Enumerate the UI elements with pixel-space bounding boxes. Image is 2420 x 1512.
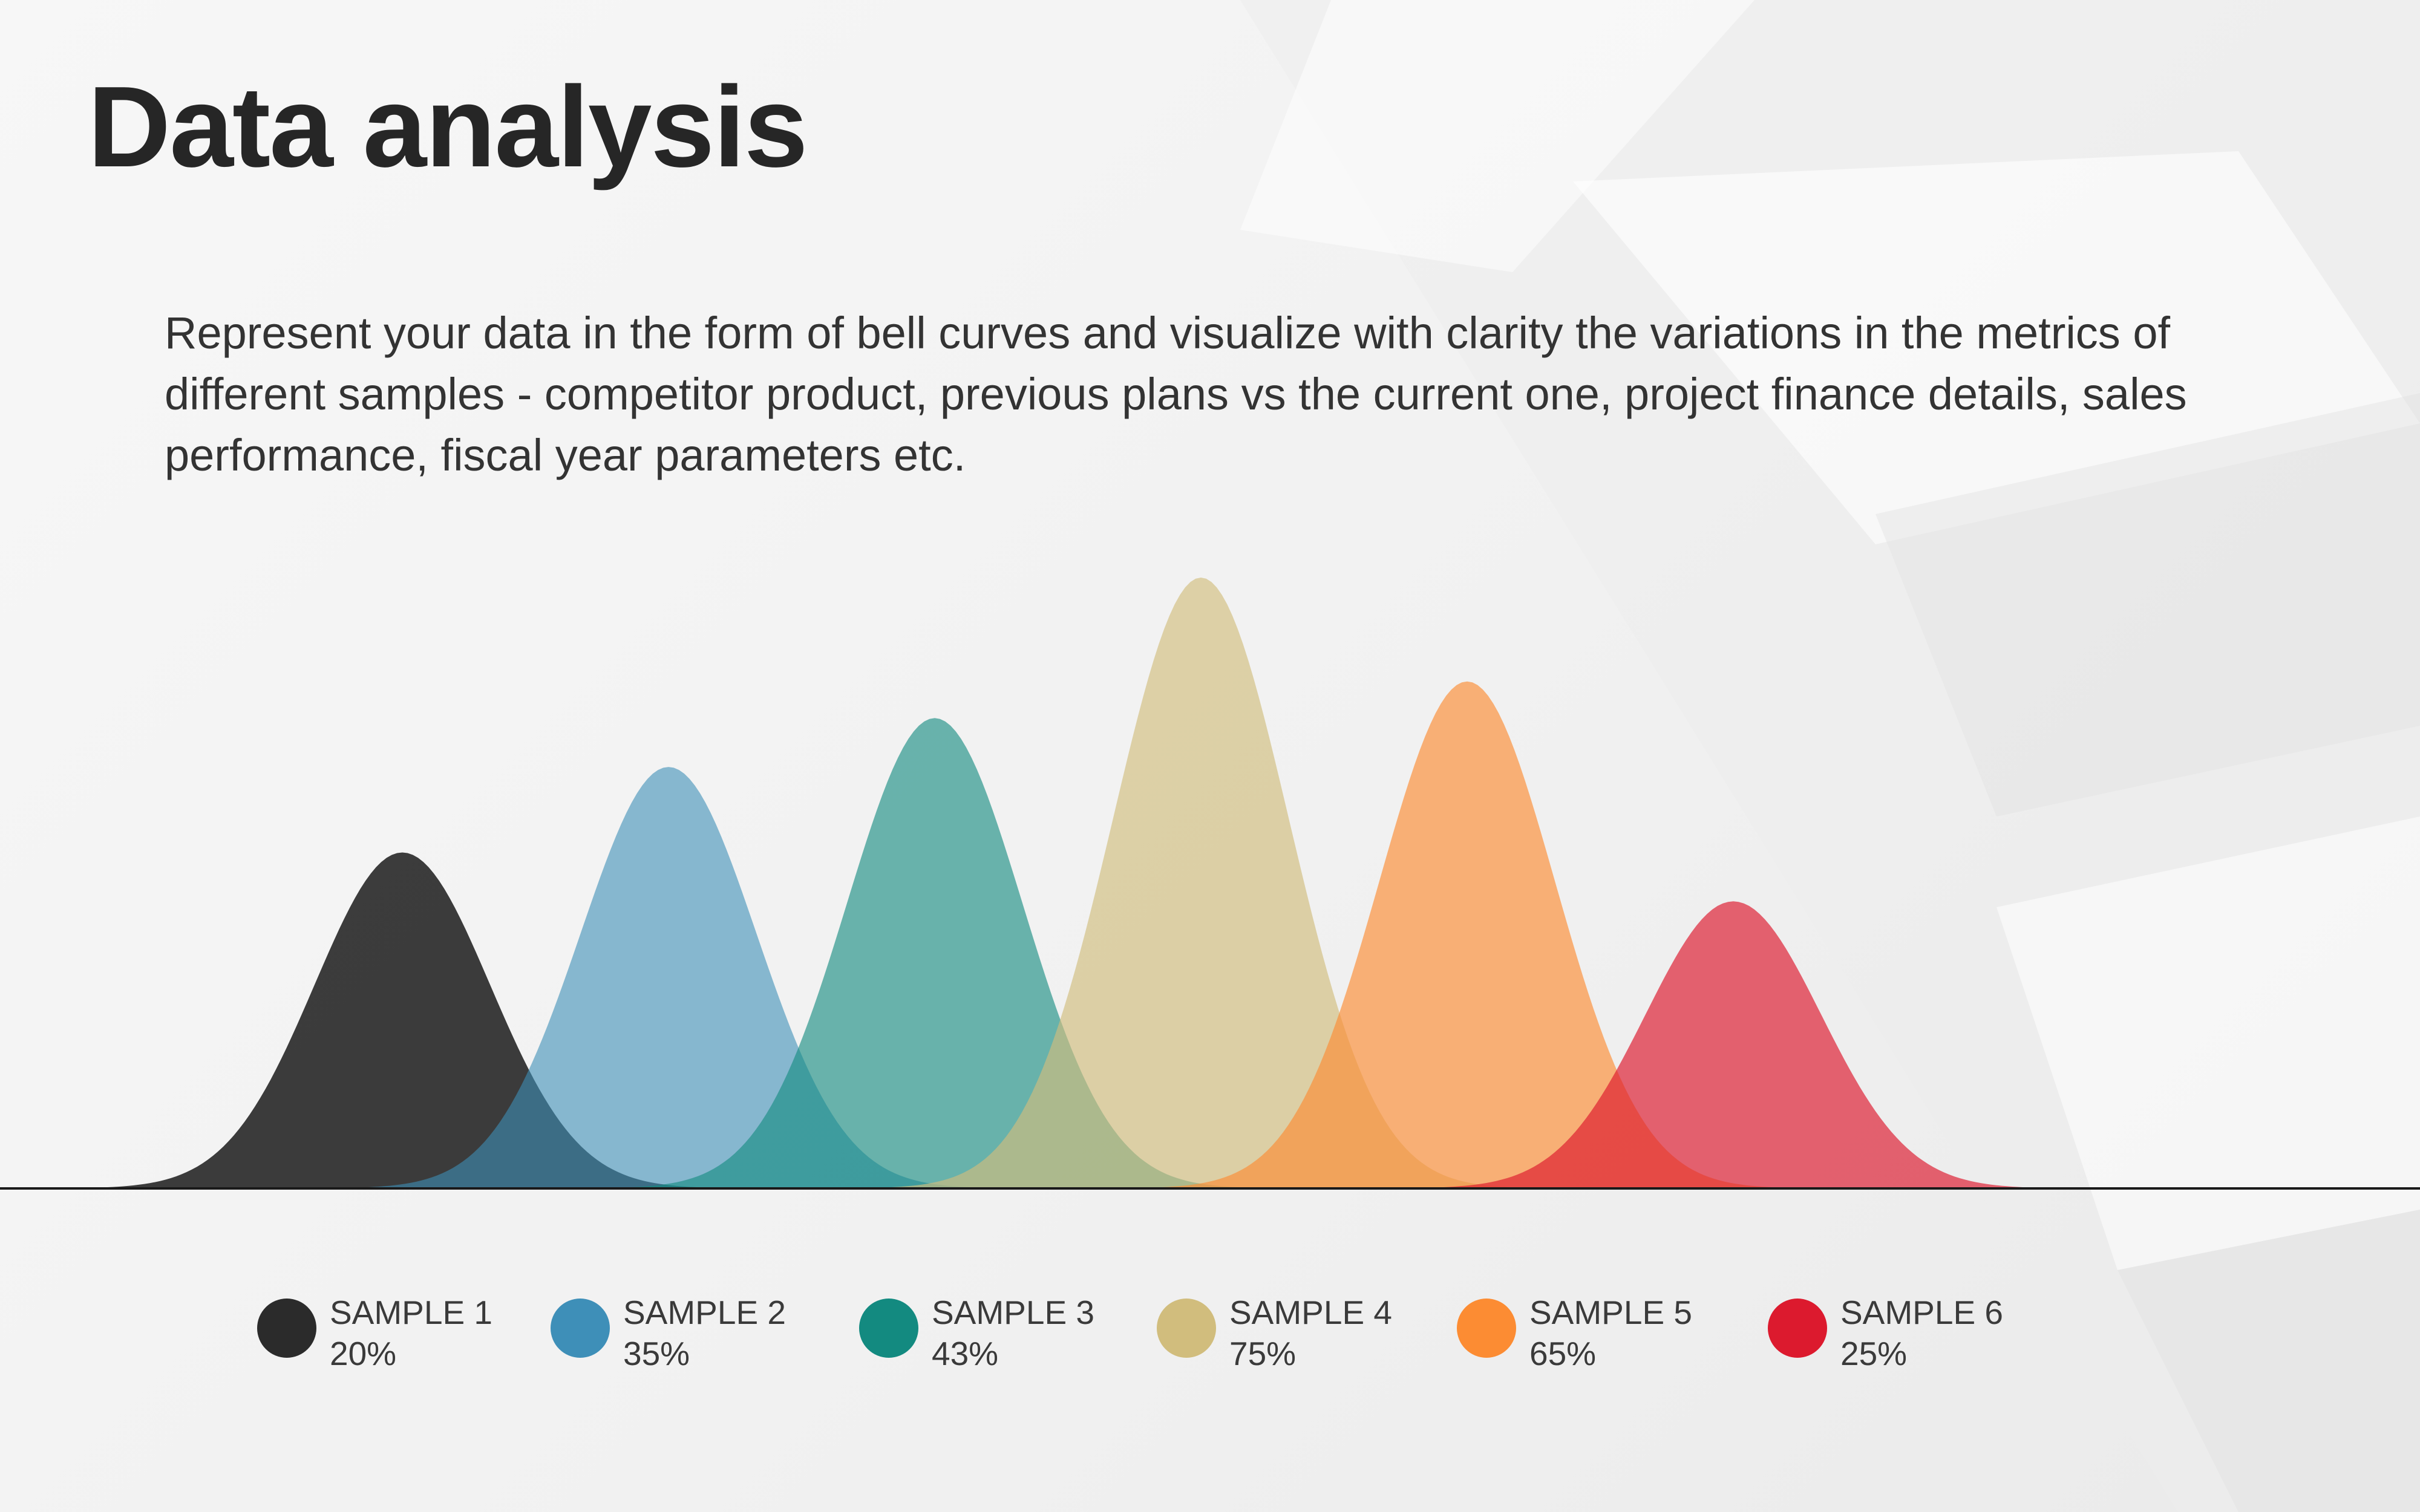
chart-legend: SAMPLE 1 20% SAMPLE 2 35% SAMPLE 3 43% SAMPLE …: [0, 1288, 2420, 1409]
bell-curve-sample-1: [87, 852, 718, 1188]
legend-label: SAMPLE 2: [623, 1294, 786, 1331]
legend-value: 35%: [623, 1335, 690, 1372]
slide-title: Data analysis: [88, 63, 808, 191]
bell-curve-sample-5: [1151, 681, 1783, 1188]
legend-swatch: [1157, 1299, 1216, 1358]
legend-swatch: [257, 1299, 316, 1358]
legend-swatch: [859, 1299, 918, 1358]
legend-value: 20%: [330, 1335, 397, 1372]
legend-label: SAMPLE 3: [932, 1294, 1095, 1331]
legend-swatch: [551, 1299, 610, 1358]
bell-curve-sample-3: [619, 718, 1251, 1188]
legend-swatch: [1457, 1299, 1516, 1358]
bell-curve-sample-4: [885, 578, 1517, 1188]
legend-label: SAMPLE 4: [1229, 1294, 1393, 1331]
legend-value: 43%: [932, 1335, 999, 1372]
legend-label: SAMPLE 1: [330, 1294, 493, 1331]
legend-label: SAMPLE 6: [1840, 1294, 2004, 1331]
legend-value: 65%: [1529, 1335, 1597, 1372]
bell-curve-sample-2: [353, 767, 984, 1188]
legend-value: 25%: [1840, 1335, 1908, 1372]
bell-curve-sample-6: [1418, 901, 2049, 1188]
legend-value: 75%: [1229, 1335, 1297, 1372]
slide-description: Represent your data in the form of bell …: [165, 308, 2187, 480]
legend-label: SAMPLE 5: [1529, 1294, 1693, 1331]
legend-swatch: [1768, 1299, 1827, 1358]
